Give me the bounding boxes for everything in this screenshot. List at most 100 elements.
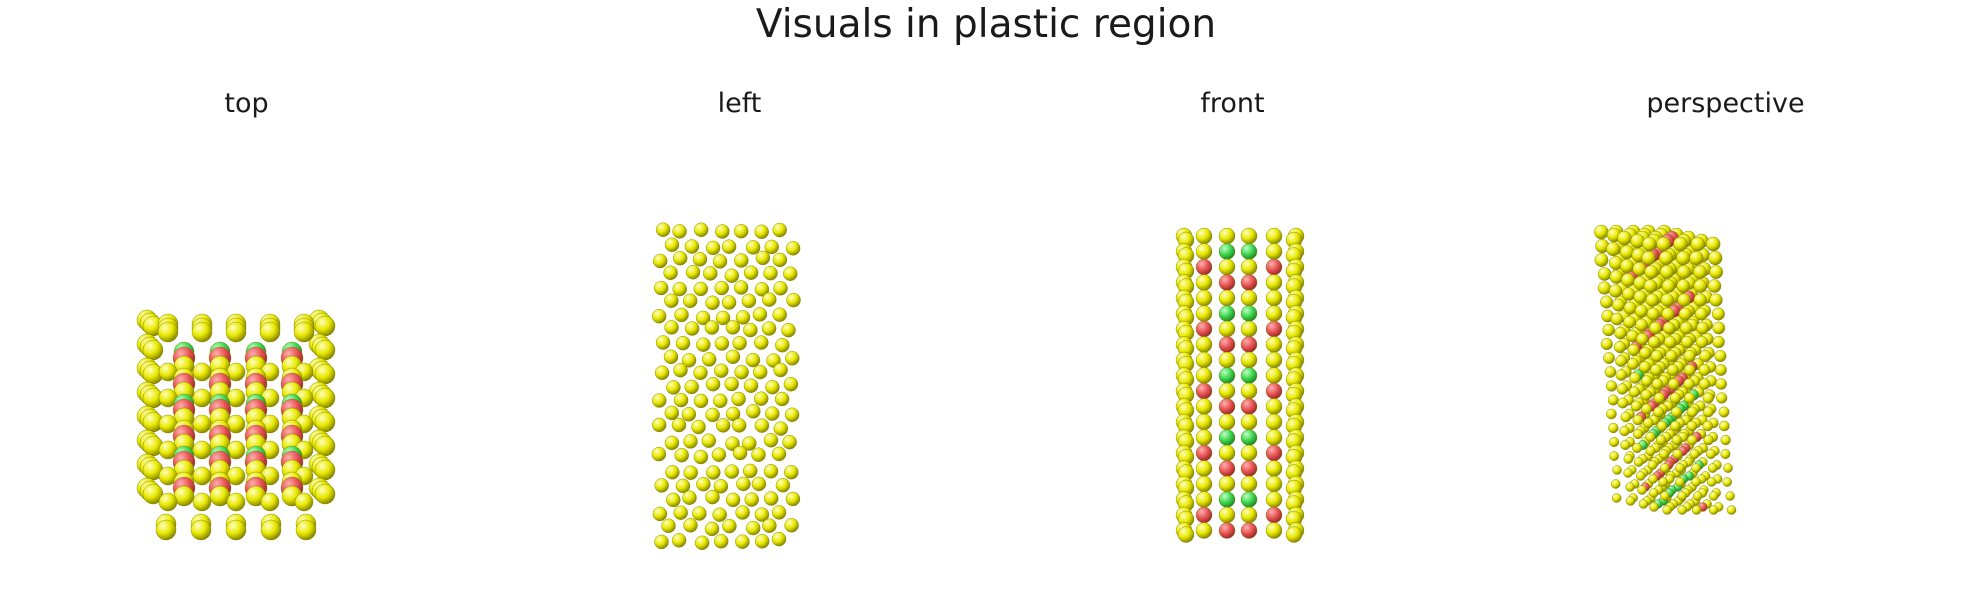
- atom-sphere: [1661, 307, 1675, 321]
- atom-sphere: [773, 281, 788, 296]
- atom-sphere: [1600, 337, 1613, 350]
- atom-sphere: [1725, 491, 1735, 501]
- atom-sphere: [1240, 398, 1258, 415]
- atom-sphere: [1672, 449, 1683, 459]
- atom-sphere: [1240, 475, 1258, 493]
- atom-sphere: [1240, 289, 1258, 307]
- atom-sphere: [1658, 477, 1668, 487]
- atom-sphere: [693, 365, 708, 381]
- atom-sphere: [752, 307, 768, 322]
- atom-sphere: [1616, 383, 1628, 395]
- atom-sphere: [664, 293, 679, 308]
- atom-sphere: [1240, 382, 1258, 400]
- atom-sphere: [751, 447, 766, 462]
- atom-sphere: [1707, 279, 1722, 293]
- atom-sphere: [1678, 307, 1692, 321]
- atom-sphere: [673, 362, 688, 378]
- atom-sphere: [652, 253, 668, 269]
- atom-sphere: [1633, 457, 1644, 467]
- atom-sphere: [1702, 392, 1714, 404]
- atom-sphere: [1630, 400, 1642, 412]
- atom-sphere: [743, 463, 758, 479]
- atom-sphere: [783, 266, 798, 281]
- atom-sphere: [1613, 340, 1626, 353]
- atom-sphere: [754, 391, 769, 406]
- atom-sphere: [782, 435, 797, 450]
- atom-sphere: [1645, 431, 1656, 443]
- atom-sphere: [314, 435, 336, 457]
- atom-sphere: [1723, 463, 1733, 473]
- atom-sphere: [1653, 392, 1665, 404]
- atom-sphere: [652, 506, 668, 522]
- atom-sphere: [774, 391, 790, 407]
- atom-sphere: [1673, 236, 1688, 252]
- atom-sphere: [1634, 304, 1648, 318]
- atom-sphere: [1218, 305, 1236, 322]
- atom-sphere: [1218, 320, 1236, 338]
- atom-sphere: [682, 490, 697, 505]
- atom-sphere: [785, 491, 801, 507]
- atom-sphere: [1641, 250, 1656, 266]
- atom-sphere: [664, 405, 680, 421]
- atom-sphere: [1632, 428, 1644, 440]
- atom-sphere: [1617, 397, 1629, 409]
- atom-sphere: [1698, 364, 1711, 376]
- atom-sphere: [672, 281, 687, 297]
- atom-sphere: [1240, 491, 1258, 508]
- atom-sphere: [1619, 425, 1630, 437]
- atom-sphere: [771, 446, 787, 462]
- atom-sphere: [1648, 335, 1661, 349]
- atom-sphere: [696, 477, 711, 492]
- atom-sphere: [1265, 460, 1283, 477]
- atom-sphere: [1693, 279, 1708, 293]
- atom-sphere: [692, 252, 708, 267]
- atom-sphere: [192, 414, 212, 434]
- panel-left: left: [493, 80, 986, 580]
- panel-top: top: [0, 80, 493, 580]
- atom-sphere: [651, 417, 667, 433]
- atom-sphere: [661, 518, 676, 533]
- atom-sphere: [1195, 289, 1213, 307]
- atom-sphere: [1649, 321, 1662, 335]
- atom-sphere: [1649, 488, 1659, 498]
- atom-sphere: [771, 505, 787, 520]
- atom-sphere: [785, 241, 801, 256]
- atom-sphere: [735, 505, 750, 520]
- atom-sphere: [1265, 429, 1283, 446]
- atom-sphere: [1709, 265, 1724, 279]
- figure-title: Visuals in plastic region: [755, 2, 1217, 47]
- atom-sphere: [1240, 413, 1258, 431]
- atom-sphere: [1195, 258, 1213, 276]
- atom-sphere: [1645, 446, 1656, 456]
- atom-sphere: [1627, 343, 1640, 356]
- atom-sphere: [1692, 491, 1703, 501]
- atom-sphere: [1602, 323, 1615, 337]
- atom-sphere: [1240, 444, 1258, 462]
- atom-sphere: [784, 407, 800, 422]
- atom-sphere: [734, 364, 749, 380]
- atom-sphere: [1195, 475, 1213, 493]
- atom-sphere: [1607, 394, 1619, 406]
- atom-sphere: [1716, 392, 1728, 404]
- atom-sphere: [1609, 451, 1619, 461]
- atom-sphere: [763, 464, 779, 479]
- atom-sphere: [781, 322, 796, 338]
- atom-sphere: [1240, 506, 1258, 524]
- atom-sphere: [1707, 463, 1718, 473]
- atom-sphere: [1637, 485, 1647, 495]
- atom-sphere: [1218, 274, 1236, 291]
- atom-sphere: [725, 492, 741, 508]
- atom-sphere: [1265, 305, 1283, 322]
- atom-sphere: [775, 478, 791, 493]
- atom-sphere: [1718, 406, 1730, 418]
- atom-sphere: [732, 335, 747, 351]
- atom-sphere: [1683, 349, 1696, 362]
- atom-sphere: [762, 292, 777, 307]
- atom-sphere: [1675, 477, 1685, 487]
- atom-sphere: [746, 404, 761, 419]
- atom-sphere: [1695, 335, 1709, 349]
- atom-sphere: [192, 492, 212, 512]
- atom-sphere: [1218, 413, 1236, 431]
- atom-sphere: [1265, 413, 1283, 431]
- atom-sphere: [733, 223, 749, 239]
